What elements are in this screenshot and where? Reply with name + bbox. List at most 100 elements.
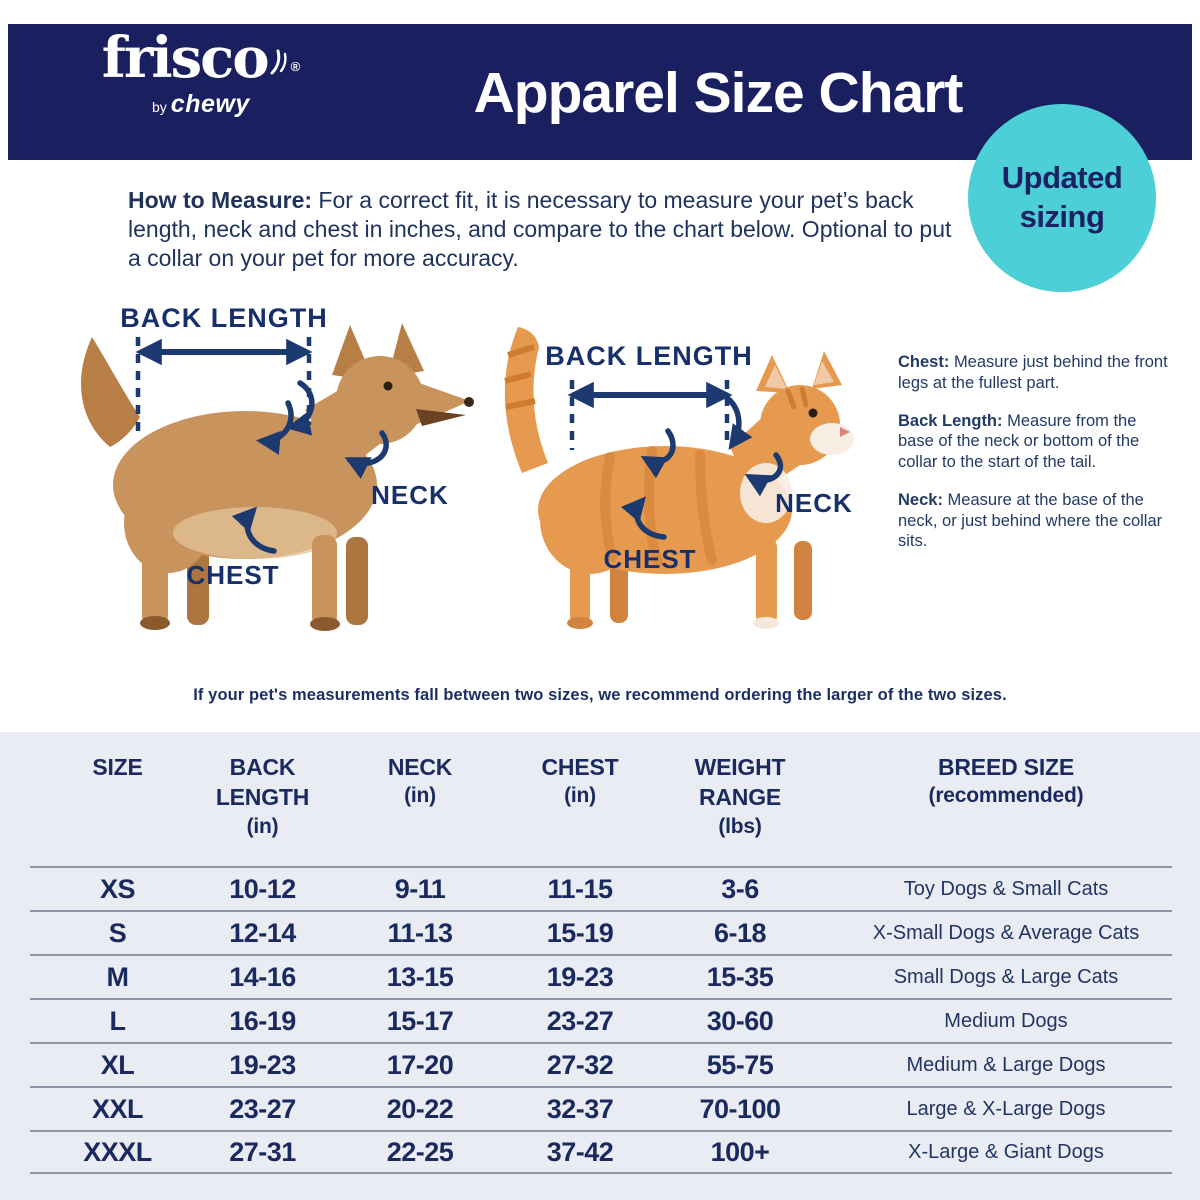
frisco-wordmark: frisco ® — [76, 30, 326, 86]
cell-weight: 30-60 — [706, 1005, 774, 1036]
cell-breed: Small Dogs & Large Cats — [893, 965, 1119, 988]
neck-definition-term: Neck: — [898, 490, 943, 509]
how-to-measure-lead: How to Measure: — [128, 187, 313, 213]
cat-illustration — [504, 327, 854, 629]
col-header-weight-line1: WEIGHT — [694, 754, 786, 780]
col-header-weight-line2: RANGE — [698, 784, 782, 811]
cell-weight: 55-75 — [706, 1049, 774, 1080]
table-row-m: M 14-16 13-15 19-23 15-35 Small Dogs & L… — [30, 954, 1172, 998]
cat-chest-label: CHEST — [603, 544, 696, 574]
col-header-chest-unit: (in) — [564, 784, 596, 808]
cell-size: L — [109, 1005, 127, 1036]
back-length-definition: Back Length: Measure from the base of th… — [898, 411, 1170, 473]
col-header-neck: NECK (in) — [320, 752, 520, 866]
cell-chest: 23-27 — [546, 1005, 614, 1036]
cell-weight: 3-6 — [721, 873, 759, 904]
cell-back-length: 10-12 — [229, 873, 296, 904]
dog-measurement-annotations — [135, 337, 389, 554]
byline-by: by — [152, 99, 167, 115]
table-row-s: S 12-14 11-13 15-19 6-18 X-Small Dogs & … — [30, 910, 1172, 954]
cell-size: S — [108, 917, 127, 948]
cell-size: XXXL — [83, 1136, 152, 1167]
col-header-neck-unit: (in) — [404, 784, 436, 808]
cell-back-length: 14-16 — [229, 961, 296, 992]
col-header-back-unit: (in) — [246, 814, 279, 838]
back-length-definition-text: Measure from the base of the neck or bot… — [898, 411, 1140, 472]
cell-neck: 11-13 — [387, 917, 453, 948]
table-row-xl: XL 19-23 17-20 27-32 55-75 Medium & Larg… — [30, 1042, 1172, 1086]
size-table-header: SIZE BACK LENGTH (in) NECK (in) CHEST (i… — [0, 732, 1200, 866]
col-header-back-length: BACK LENGTH (in) — [205, 752, 320, 866]
col-header-weight: WEIGHT RANGE (lbs) — [640, 752, 840, 866]
updated-sizing-badge: Updated sizing — [968, 104, 1156, 292]
cell-breed: Large & X-Large Dogs — [906, 1097, 1106, 1120]
cell-neck: 15-17 — [386, 1005, 454, 1036]
cell-neck: 9-11 — [394, 873, 446, 904]
measurement-definitions: Chest: Measure just behind the front leg… — [898, 352, 1170, 569]
frisco-logo: frisco ® by chewy — [76, 30, 326, 119]
page-title: Apparel Size Chart — [473, 61, 964, 125]
table-row-l: L 16-19 15-17 23-27 30-60 Medium Dogs — [30, 998, 1172, 1042]
cell-neck: 17-20 — [386, 1049, 454, 1080]
cell-breed: Medium Dogs — [944, 1009, 1068, 1032]
size-table-body: XS 10-12 9-11 11-15 3-6 Toy Dogs & Small… — [30, 866, 1172, 1174]
cell-weight: 100+ — [710, 1136, 770, 1167]
how-to-measure-text: How to Measure: For a correct fit, it is… — [128, 186, 958, 274]
chest-definition: Chest: Measure just behind the front leg… — [898, 352, 1170, 394]
cell-weight: 6-18 — [713, 917, 767, 948]
logo-tail-flourish — [270, 49, 287, 75]
header-banner: frisco ® by chewy Apparel Size Chart — [8, 24, 1192, 160]
cell-neck: 13-15 — [386, 961, 454, 992]
cat-measurement-annotations — [567, 380, 784, 540]
cell-weight: 15-35 — [706, 961, 774, 992]
cell-back-length: 19-23 — [229, 1049, 296, 1080]
cell-neck: 20-22 — [386, 1093, 454, 1124]
size-table: SIZE BACK LENGTH (in) NECK (in) CHEST (i… — [0, 732, 1200, 1200]
cell-size: XS — [99, 873, 136, 904]
cat-back-length-label: BACK LENGTH — [545, 341, 753, 371]
col-header-back-line2: LENGTH — [215, 784, 310, 811]
back-length-definition-term: Back Length: — [898, 411, 1003, 430]
dog-illustration — [80, 323, 474, 631]
cell-back-length: 12-14 — [229, 917, 296, 948]
table-row-xs: XS 10-12 9-11 11-15 3-6 Toy Dogs & Small… — [30, 866, 1172, 910]
frisco-wordmark-text: frisco — [101, 25, 270, 91]
cell-breed: Toy Dogs & Small Cats — [903, 877, 1109, 900]
measurement-diagram: BACK LENGTH NECK CHEST — [80, 303, 854, 631]
dog-back-length-label: BACK LENGTH — [120, 303, 328, 333]
col-header-breed-unit: (recommended) — [928, 784, 1084, 808]
col-header-breed-line1: BREED SIZE — [937, 754, 1075, 780]
badge-line-1: Updated — [1001, 160, 1123, 196]
badge-line-2: sizing — [1019, 199, 1105, 234]
cell-back-length: 27-31 — [229, 1136, 296, 1167]
cell-chest: 37-42 — [546, 1136, 614, 1167]
neck-definition: Neck: Measure at the base of the neck, o… — [898, 490, 1170, 552]
chest-definition-term: Chest: — [898, 353, 950, 371]
col-header-back-line1: BACK — [229, 754, 296, 780]
cell-chest: 27-32 — [546, 1049, 614, 1080]
cell-chest: 11-15 — [547, 873, 613, 904]
col-header-chest: CHEST (in) — [520, 752, 640, 866]
cell-chest: 32-37 — [546, 1093, 614, 1124]
cell-back-length: 23-27 — [229, 1093, 296, 1124]
cell-breed: X-Small Dogs & Average Cats — [872, 921, 1140, 944]
cell-breed: X-Large & Giant Dogs — [908, 1140, 1104, 1163]
cell-chest: 15-19 — [546, 917, 614, 948]
registered-mark: ® — [290, 59, 301, 74]
chewy-wordmark: chewy — [170, 90, 250, 118]
col-header-neck-line1: NECK — [387, 754, 453, 780]
col-header-size: SIZE — [30, 752, 205, 866]
cell-weight: 70-100 — [699, 1093, 781, 1124]
cell-neck: 22-25 — [386, 1136, 454, 1167]
how-to-measure-body: For a correct fit, it is necessary to me… — [128, 187, 952, 272]
cell-chest: 19-23 — [546, 961, 614, 992]
cell-back-length: 16-19 — [229, 1005, 296, 1036]
dog-chest-label: CHEST — [186, 560, 279, 590]
cell-size: XXL — [91, 1093, 144, 1124]
table-row-xxl: XXL 23-27 20-22 32-37 70-100 Large & X-L… — [30, 1086, 1172, 1130]
table-row-xxxl: XXXL 27-31 22-25 37-42 100+ X-Large & Gi… — [30, 1130, 1172, 1174]
col-header-size-line: SIZE — [92, 754, 143, 780]
byline: by chewy — [76, 90, 326, 119]
cat-neck-label: NECK — [775, 488, 853, 518]
